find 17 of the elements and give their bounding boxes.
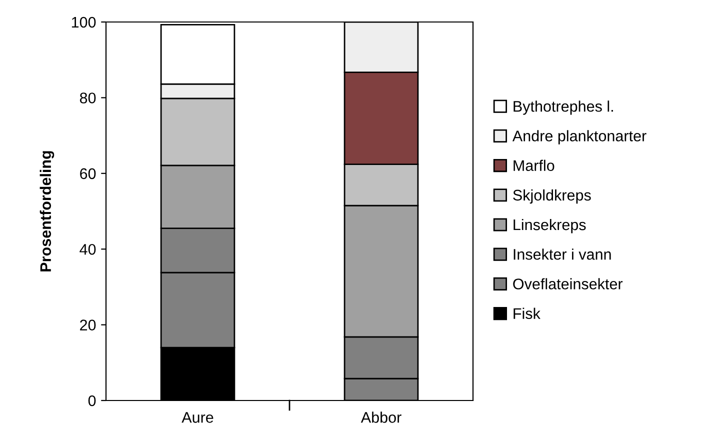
x-tick-label: Abbor bbox=[360, 412, 402, 423]
y-tick-label: 0 bbox=[88, 395, 96, 406]
y-tick-label: 40 bbox=[80, 244, 96, 255]
legend-label: Oveflateinsekter bbox=[513, 278, 623, 290]
legend-label: Insekter i vann bbox=[514, 248, 611, 260]
legend-label: Marflo bbox=[514, 160, 554, 171]
legend-label: Fisk bbox=[514, 308, 540, 319]
legend-label: Andre planktonarter bbox=[512, 130, 646, 144]
y-tick-label: 20 bbox=[80, 320, 96, 330]
y-tick-label: 100 bbox=[72, 16, 96, 28]
legend-label: Skjoldkreps bbox=[513, 189, 591, 204]
y-tick-label: 80 bbox=[80, 92, 96, 104]
legend-label: Linsekreps bbox=[514, 218, 586, 234]
x-tick-label: Aure bbox=[182, 412, 214, 423]
legend-label: Bythotrephes l. bbox=[514, 100, 613, 115]
y-tick-label: 60 bbox=[80, 168, 96, 180]
y-axis-title: Prosentfordeling bbox=[40, 151, 54, 272]
